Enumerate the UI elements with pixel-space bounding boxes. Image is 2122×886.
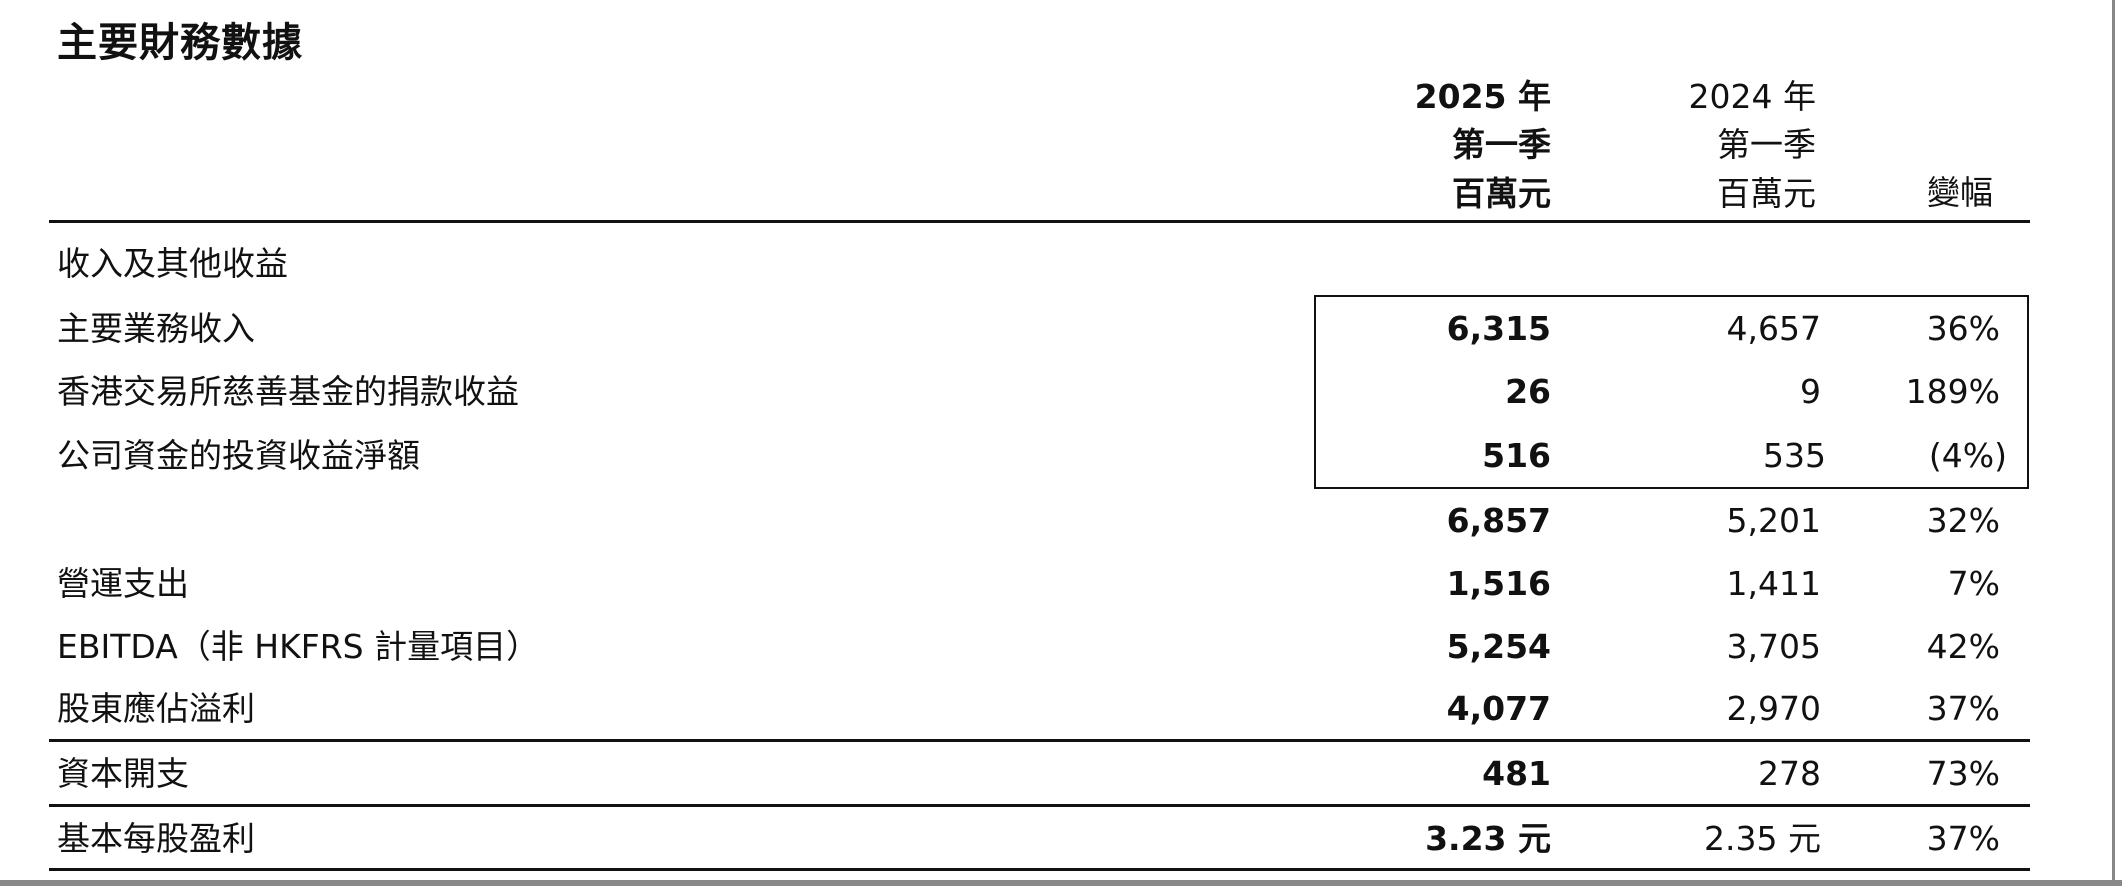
value-2025: 26 [1505, 372, 1551, 411]
page-edge [2112, 0, 2115, 886]
row-label: EBITDA（非 HKFRS 計量項目） [57, 627, 540, 666]
row-label: 資本開支 [57, 754, 189, 793]
section-label: 收入及其他收益 [57, 244, 288, 283]
value-change: 189% [1905, 372, 2000, 411]
header-2024-year: 2024 年 [1688, 77, 1816, 116]
value-change: 42% [1926, 627, 2000, 666]
header-change: 變幅 [1927, 173, 1993, 212]
value-2024: 2,970 [1726, 689, 1821, 728]
value-2024: 3,705 [1726, 627, 1821, 666]
value-change: 7% [1947, 564, 2000, 603]
value-2024: 1,411 [1726, 564, 1821, 603]
header-rule [49, 220, 2030, 223]
value-2024: 2.35 元 [1704, 819, 1821, 858]
value-2025: 1,516 [1446, 564, 1551, 603]
value-2024: 4,657 [1726, 309, 1821, 348]
header-2025-unit: 百萬元 [1452, 174, 1551, 213]
value-change: 37% [1926, 689, 2000, 728]
row-label: 公司資金的投資收益淨額 [57, 436, 420, 475]
page-title: 主要財務數據 [57, 20, 303, 66]
bottom-rule [49, 868, 2030, 871]
row-label: 營運支出 [57, 564, 189, 603]
header-2024-quarter: 第一季 [1717, 125, 1816, 164]
value-change: 73% [1926, 754, 2000, 793]
header-2025: 2025 年 第一季 百萬元 [1415, 75, 1551, 216]
value-2025: 516 [1482, 436, 1551, 475]
page-edge [0, 880, 2122, 886]
value-2025: 5,254 [1446, 627, 1551, 666]
value-2024: 278 [1758, 754, 1821, 793]
header-2025-quarter: 第一季 [1452, 125, 1551, 164]
header-2024: 2024 年 第一季 百萬元 [1689, 75, 1816, 216]
highlight-box [1314, 295, 2029, 489]
value-2025: 6,315 [1446, 309, 1551, 348]
header-2024-unit: 百萬元 [1717, 174, 1816, 213]
value-2024: 9 [1800, 372, 1821, 411]
row-label: 股東應佔溢利 [57, 689, 255, 728]
header-2025-year: 2025 年 [1414, 77, 1551, 116]
value-change: (4%) [1928, 436, 2007, 475]
value-2024: 535 [1763, 436, 1826, 475]
row-rule [49, 739, 2030, 742]
value-2025: 481 [1482, 754, 1551, 793]
value-2025: 6,857 [1446, 501, 1551, 540]
row-label: 主要業務收入 [57, 309, 255, 348]
value-2025: 4,077 [1446, 689, 1551, 728]
row-label: 基本每股盈利 [57, 819, 255, 858]
value-2024: 5,201 [1726, 501, 1821, 540]
value-change: 32% [1926, 501, 2000, 540]
value-change: 37% [1926, 819, 2000, 858]
value-2025: 3.23 元 [1425, 819, 1551, 858]
value-change: 36% [1926, 309, 2000, 348]
row-label: 香港交易所慈善基金的捐款收益 [57, 372, 519, 411]
row-rule [49, 804, 2030, 807]
